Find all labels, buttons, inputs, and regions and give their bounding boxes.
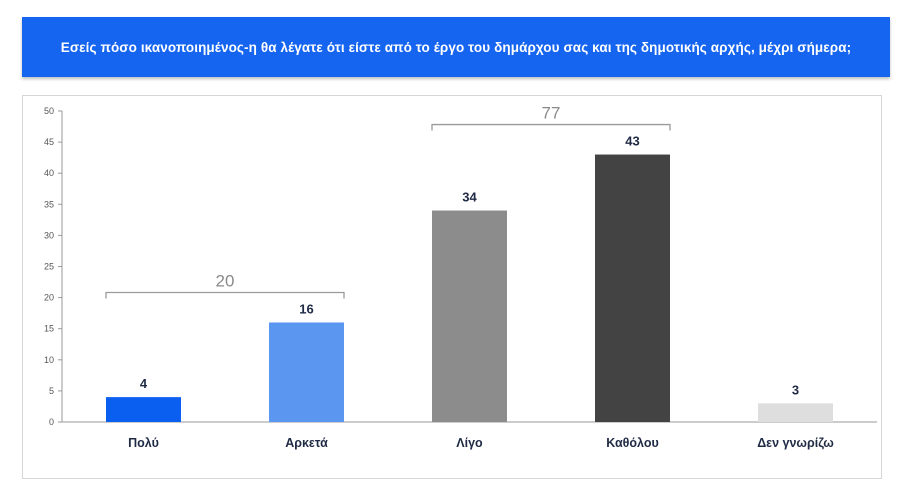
y-tick-label: 15 xyxy=(44,324,54,334)
bar-3 xyxy=(595,154,670,423)
category-label: Πολύ xyxy=(128,436,159,450)
y-tick-label: 50 xyxy=(44,106,54,116)
y-tick-label: 45 xyxy=(44,137,54,147)
group-total-label: 20 xyxy=(216,271,235,290)
y-tick-label: 5 xyxy=(49,386,54,396)
group-bracket xyxy=(105,291,345,299)
value-label: 3 xyxy=(792,382,799,397)
bar-4 xyxy=(758,403,833,422)
y-tick-label: 35 xyxy=(44,199,54,209)
group-total-label: 77 xyxy=(542,104,561,123)
bar-2 xyxy=(432,210,507,422)
category-label: Καθόλου xyxy=(606,436,659,450)
question-header: Εσείς πόσο ικανοποιημένος-η θα λέγατε ότ… xyxy=(22,17,890,77)
bar-0 xyxy=(106,397,181,422)
question-text: Εσείς πόσο ικανοποιημένος-η θα λέγατε ότ… xyxy=(60,39,852,55)
y-tick-label: 20 xyxy=(44,293,54,303)
group-bracket xyxy=(431,123,671,131)
category-label: Αρκετά xyxy=(285,436,328,450)
category-label: Λίγο xyxy=(456,436,483,450)
y-tick-label: 25 xyxy=(44,262,54,272)
value-label: 43 xyxy=(625,134,639,149)
value-label: 16 xyxy=(299,301,313,316)
value-label: 4 xyxy=(140,376,148,391)
y-tick-label: 0 xyxy=(49,417,54,427)
value-label: 34 xyxy=(462,190,477,205)
y-tick-label: 10 xyxy=(44,355,54,365)
y-tick-label: 30 xyxy=(44,230,54,240)
y-axis: 0 5 10 15 20 25 30 35 40 45 50 xyxy=(44,106,877,427)
category-label: Δεν γνωρίζω xyxy=(757,436,834,450)
y-tick-label: 40 xyxy=(44,168,54,178)
bar-1 xyxy=(269,322,344,422)
bars: 4 Πολύ 16 Αρκετά 34 Λίγο 43 Καθόλου 3 Δεν γνωρίζω xyxy=(106,134,834,450)
